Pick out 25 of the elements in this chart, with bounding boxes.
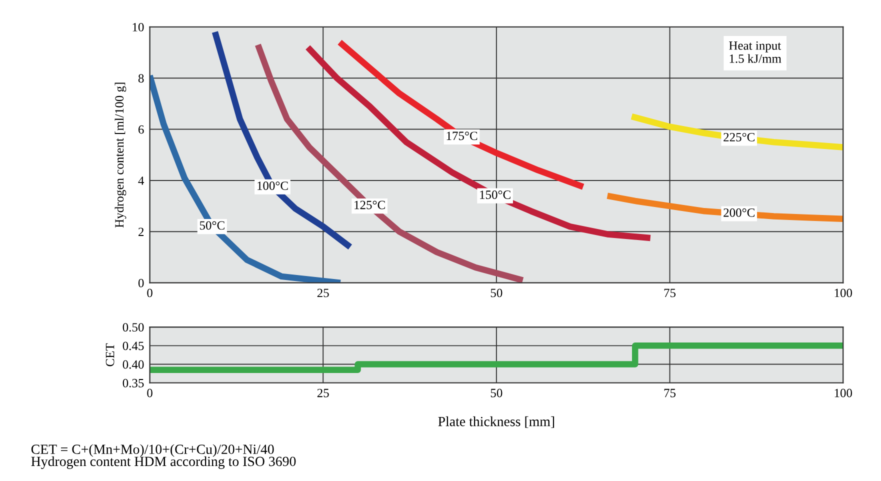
x-tick-label: 25 xyxy=(317,388,329,398)
y-axis-title: CET xyxy=(106,343,114,366)
y-tick-label: 2 xyxy=(138,228,144,236)
y-tick-label: 8 xyxy=(138,74,144,83)
y-tick-label: 0.50 xyxy=(122,323,144,332)
x-tick-label: 0 xyxy=(147,288,152,298)
x-tick-label: 25 xyxy=(317,288,329,298)
y-tick-label: 0.45 xyxy=(122,342,144,350)
x-axis-title: Plate thickness [mm] xyxy=(438,416,554,428)
annotation: Heat input 1.5 kJ/mm xyxy=(729,41,782,63)
x-tick-label: 50 xyxy=(490,288,502,298)
x-tick-label: 0 xyxy=(147,388,152,398)
y-tick-label: 10 xyxy=(132,22,144,32)
y-tick-label: 0.35 xyxy=(122,378,144,388)
x-tick-label: 75 xyxy=(664,388,676,398)
x-tick-label: 50 xyxy=(490,388,502,398)
y-tick-label: 4 xyxy=(138,176,144,185)
y-tick-label: 0 xyxy=(138,278,144,288)
x-tick-label: 75 xyxy=(664,288,676,298)
x-tick-label: 100 xyxy=(834,388,852,398)
y-tick-label: 6 xyxy=(138,125,144,134)
text: CET = C+(Mn+Mo)/10+(Cr+Cu)/20+Ni/40 Hydrogen content HDM according to ISO 3690 xyxy=(31,444,296,469)
x-tick-label: 100 xyxy=(834,288,852,298)
y-tick-label: 0.40 xyxy=(122,360,144,369)
y-axis-title: Hydrogen content [ml/100 g] xyxy=(114,82,126,228)
